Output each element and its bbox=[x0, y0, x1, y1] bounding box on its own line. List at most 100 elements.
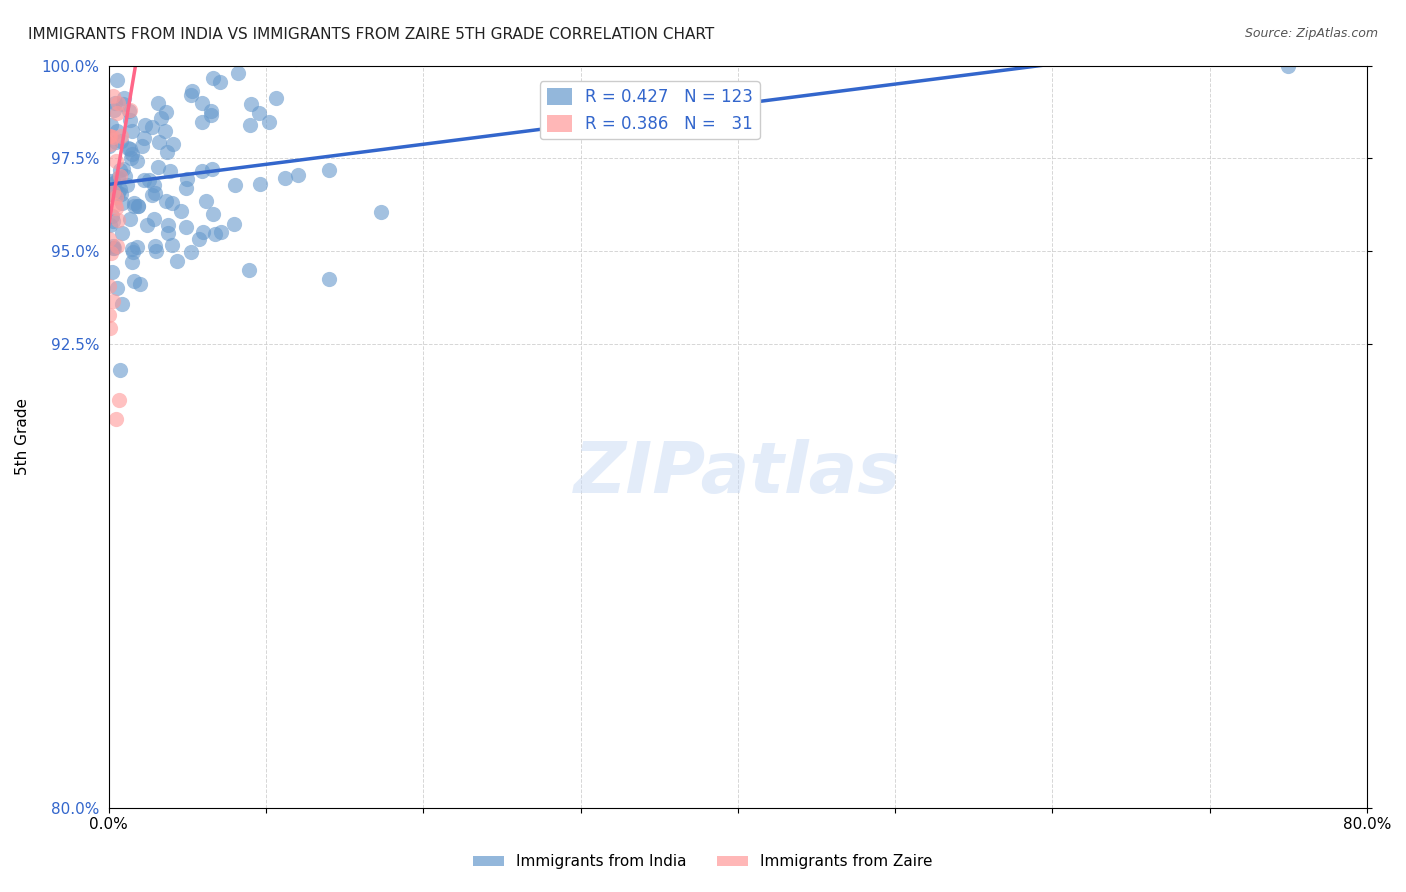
Point bbox=[318, 271, 340, 285]
Point bbox=[101, 293, 124, 308]
Point bbox=[105, 412, 128, 426]
Point bbox=[105, 124, 128, 138]
Point bbox=[107, 392, 129, 407]
Point bbox=[118, 104, 141, 119]
Point bbox=[121, 254, 143, 268]
Point bbox=[131, 138, 153, 153]
Point bbox=[160, 237, 183, 252]
Point bbox=[190, 163, 212, 178]
Point bbox=[121, 124, 143, 138]
Point bbox=[235, 40, 257, 54]
Point bbox=[201, 207, 224, 221]
Point bbox=[98, 174, 121, 188]
Point bbox=[180, 88, 202, 103]
Point bbox=[201, 162, 224, 177]
Point bbox=[191, 96, 214, 111]
Point bbox=[146, 95, 169, 110]
Point bbox=[247, 105, 270, 120]
Point bbox=[309, 45, 332, 59]
Point bbox=[100, 210, 122, 224]
Point bbox=[141, 187, 163, 202]
Point bbox=[257, 115, 280, 129]
Point bbox=[103, 241, 125, 255]
Point bbox=[101, 241, 124, 255]
Point bbox=[209, 225, 232, 239]
Point bbox=[180, 84, 202, 98]
Point bbox=[111, 40, 134, 54]
Point bbox=[125, 240, 148, 254]
Point bbox=[105, 105, 128, 120]
Point bbox=[136, 218, 159, 232]
Point bbox=[370, 205, 392, 219]
Point bbox=[98, 278, 121, 293]
Point bbox=[108, 182, 131, 196]
Point bbox=[274, 170, 297, 185]
Point bbox=[101, 185, 124, 199]
Point bbox=[104, 40, 127, 54]
Point bbox=[174, 181, 197, 195]
Point bbox=[1277, 59, 1299, 73]
Point bbox=[101, 239, 124, 253]
Point bbox=[118, 142, 141, 156]
Point bbox=[101, 88, 124, 103]
Legend: Immigrants from India, Immigrants from Zaire: Immigrants from India, Immigrants from Z… bbox=[467, 848, 939, 875]
Point bbox=[226, 66, 249, 80]
Point bbox=[157, 219, 180, 233]
Point bbox=[105, 280, 128, 294]
Point bbox=[249, 178, 271, 192]
Point bbox=[191, 226, 214, 240]
Point bbox=[107, 171, 129, 186]
Point bbox=[208, 75, 231, 89]
Point bbox=[200, 108, 222, 122]
Point bbox=[224, 178, 246, 192]
Point bbox=[111, 96, 134, 111]
Point bbox=[103, 129, 125, 144]
Text: ZIPatlas: ZIPatlas bbox=[574, 439, 901, 508]
Point bbox=[222, 217, 245, 231]
Point bbox=[103, 176, 125, 190]
Point bbox=[110, 297, 132, 311]
Point bbox=[155, 194, 177, 209]
Point bbox=[121, 242, 143, 256]
Point bbox=[111, 196, 134, 211]
Point bbox=[98, 139, 121, 153]
Point bbox=[111, 162, 134, 177]
Point bbox=[162, 137, 184, 152]
Point bbox=[108, 162, 131, 177]
Text: IMMIGRANTS FROM INDIA VS IMMIGRANTS FROM ZAIRE 5TH GRADE CORRELATION CHART: IMMIGRANTS FROM INDIA VS IMMIGRANTS FROM… bbox=[28, 27, 714, 42]
Point bbox=[105, 72, 128, 87]
Point bbox=[180, 244, 202, 259]
Point bbox=[111, 226, 134, 240]
Point bbox=[170, 204, 193, 219]
Point bbox=[105, 135, 128, 149]
Point bbox=[148, 136, 170, 150]
Point bbox=[132, 130, 155, 145]
Point bbox=[112, 91, 135, 105]
Point bbox=[156, 145, 179, 159]
Point bbox=[122, 196, 145, 211]
Point bbox=[101, 40, 124, 54]
Point bbox=[107, 96, 129, 111]
Point bbox=[134, 173, 156, 187]
Point bbox=[105, 239, 128, 253]
Point bbox=[127, 199, 149, 213]
Point bbox=[98, 129, 121, 144]
Point bbox=[318, 162, 340, 177]
Point bbox=[101, 214, 124, 228]
Point bbox=[132, 40, 155, 54]
Point bbox=[264, 91, 287, 105]
Point bbox=[141, 120, 163, 134]
Point bbox=[98, 231, 121, 245]
Point bbox=[100, 219, 122, 233]
Point bbox=[107, 213, 129, 227]
Point bbox=[114, 40, 136, 54]
Text: Source: ZipAtlas.com: Source: ZipAtlas.com bbox=[1244, 27, 1378, 40]
Point bbox=[110, 169, 132, 183]
Point bbox=[110, 128, 132, 143]
Point bbox=[146, 160, 169, 174]
Point bbox=[162, 196, 184, 211]
Point bbox=[104, 182, 127, 196]
Point bbox=[120, 212, 142, 227]
Point bbox=[240, 96, 263, 111]
Point bbox=[100, 246, 122, 260]
